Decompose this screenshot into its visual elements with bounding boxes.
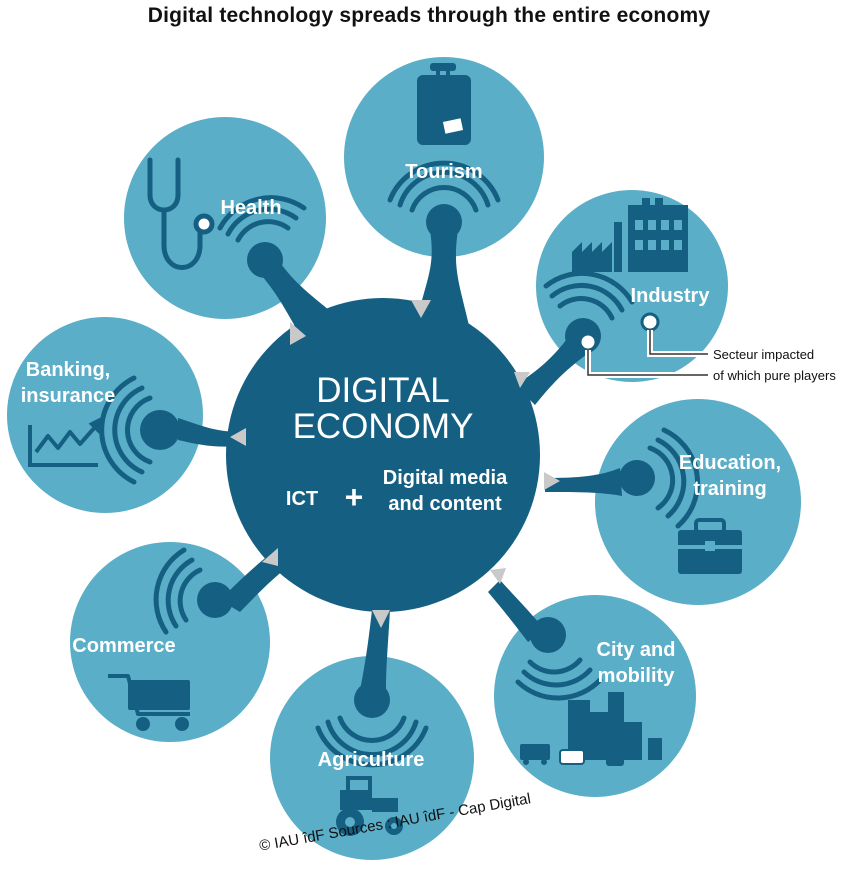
factory-icon	[572, 198, 688, 272]
education-label-line1: Education,	[679, 452, 781, 474]
tourism-knob	[426, 204, 462, 240]
tractor-icon	[336, 776, 403, 836]
tourism-label: Tourism	[405, 161, 482, 183]
banking-label-line2: insurance	[21, 385, 115, 407]
education-connector	[545, 468, 622, 496]
briefcase-icon	[678, 518, 742, 574]
industry-connector	[515, 335, 590, 405]
city-knob	[530, 617, 566, 653]
legend-pure-players-label: of which pure players	[713, 368, 836, 383]
banking-knob	[140, 410, 180, 450]
city-icon	[520, 692, 662, 766]
agriculture-connector	[360, 610, 390, 690]
education-arcs	[647, 427, 701, 529]
banking-label-line1: Banking,	[26, 359, 110, 381]
commerce-arrow	[262, 548, 278, 566]
banking-arcs	[99, 375, 153, 485]
industry-arcs	[543, 270, 635, 321]
legend-leader-line-1-inner	[649, 330, 708, 355]
legend-impacted-label: Secteur impacted	[713, 347, 815, 362]
education-knob	[619, 460, 655, 496]
tourism-arrow	[411, 300, 431, 318]
center-title-line1: DIGITAL	[316, 371, 450, 410]
signal-arcs	[99, 160, 701, 768]
legend-leader-line-2-inner	[587, 350, 708, 376]
education-circle	[595, 399, 801, 605]
commerce-label: Commerce	[72, 635, 175, 657]
agriculture-knob	[354, 682, 390, 718]
center-media-line1: Digital media	[383, 467, 508, 489]
diagram-title: Digital technology spreads through the e…	[147, 4, 711, 27]
agriculture-arrow	[372, 610, 390, 628]
health-arrow	[290, 322, 306, 345]
agriculture-arcs	[315, 715, 429, 768]
legend-markers	[578, 312, 708, 378]
shopping-cart-icon	[108, 674, 190, 731]
arrows	[230, 300, 560, 628]
commerce-knob	[197, 582, 233, 618]
chart-trend-icon	[28, 416, 103, 467]
industry-arrow	[514, 372, 530, 388]
legend-impacted-marker	[640, 312, 660, 332]
tourism-circle	[344, 57, 544, 257]
city-arrow	[490, 568, 506, 584]
city-arcs	[515, 657, 603, 701]
health-knob	[247, 242, 283, 278]
stethoscope-icon	[147, 157, 215, 270]
health-arcs	[217, 195, 307, 243]
center-circle	[226, 298, 540, 612]
suitcase-icon	[417, 63, 471, 145]
city-label-line1: City and	[597, 639, 676, 661]
commerce-arcs	[153, 547, 203, 635]
education-arrow	[544, 472, 560, 490]
agriculture-circle	[270, 656, 474, 860]
education-label-line2: training	[693, 478, 766, 500]
city-label-line2: mobility	[598, 665, 676, 687]
center-plus: +	[345, 479, 364, 515]
center-ict: ICT	[286, 488, 318, 510]
center-title-line2: ECONOMY	[293, 407, 474, 446]
banking-arrow	[230, 428, 246, 446]
health-label: Health	[220, 197, 281, 219]
city-connector	[488, 580, 545, 642]
industry-label: Industry	[631, 285, 711, 307]
center-media-line2: and content	[388, 493, 502, 515]
tourism-arcs	[387, 160, 501, 213]
agriculture-label: Agriculture	[318, 749, 425, 771]
legend-pure-player-marker	[578, 332, 598, 352]
banking-connector	[178, 418, 240, 447]
